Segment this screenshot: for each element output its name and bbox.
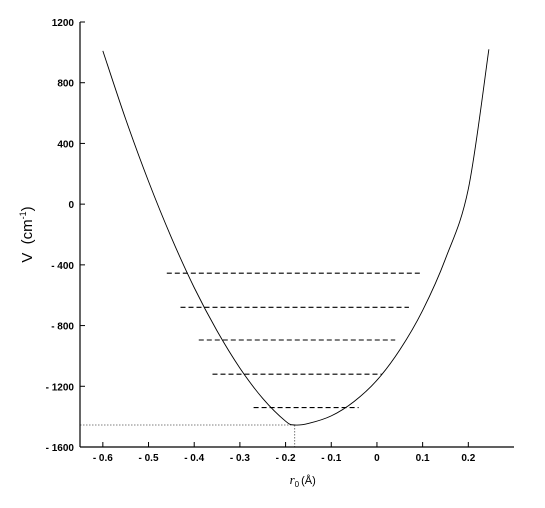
y-axis-label-main: V (19, 253, 36, 263)
x-axis-label-main: r (290, 472, 296, 487)
x-tick-label: 0 (374, 453, 380, 464)
x-axis-ticks: - 0.6 - 0.5 - 0.4 - 0.3 - 0.2 - 0.1 0 0.1 0.2 (93, 442, 476, 464)
axes (79, 22, 514, 448)
energy-levels (166, 272, 423, 409)
x-tick-label: - 0.5 (139, 453, 159, 464)
y-tick-label: - 800 (51, 322, 74, 333)
x-tick-label: - 0.4 (184, 453, 204, 464)
x-axis-label: r0 (Å) (290, 472, 316, 489)
potential-curve-group (102, 49, 490, 426)
y-axis-label-unit-close: ) (19, 206, 36, 211)
x-tick-label: - 0.6 (93, 453, 113, 464)
y-tick-label: - 1200 (46, 382, 75, 393)
y-tick-label: 0 (68, 200, 74, 211)
y-tick-label: - 1600 (46, 443, 75, 454)
x-tick-label: 0.1 (416, 453, 430, 464)
y-axis-ticks: - 1600 - 1200 - 800 - 400 0 400 800 1200 (46, 18, 85, 454)
y-tick-label: 400 (57, 139, 74, 150)
x-tick-label: 0.2 (461, 453, 475, 464)
x-axis-label-unit: (Å) (301, 474, 316, 487)
y-tick-label: 800 (57, 79, 74, 90)
y-tick-label: - 400 (51, 261, 74, 272)
y-axis-label: V (cm-1) (18, 206, 36, 262)
x-tick-label: - 0.2 (276, 453, 296, 464)
y-tick-label: 1200 (52, 18, 75, 29)
x-tick-label: - 0.1 (321, 453, 341, 464)
y-axis-label-unit-open: (cm (19, 219, 36, 244)
minimum-marker-lines (80, 424, 296, 447)
x-axis-label-subscript: 0 (295, 480, 300, 489)
x-tick-label: - 0.3 (230, 453, 250, 464)
y-axis-label-unit-sup: -1 (18, 211, 28, 219)
potential-curve (102, 49, 490, 426)
